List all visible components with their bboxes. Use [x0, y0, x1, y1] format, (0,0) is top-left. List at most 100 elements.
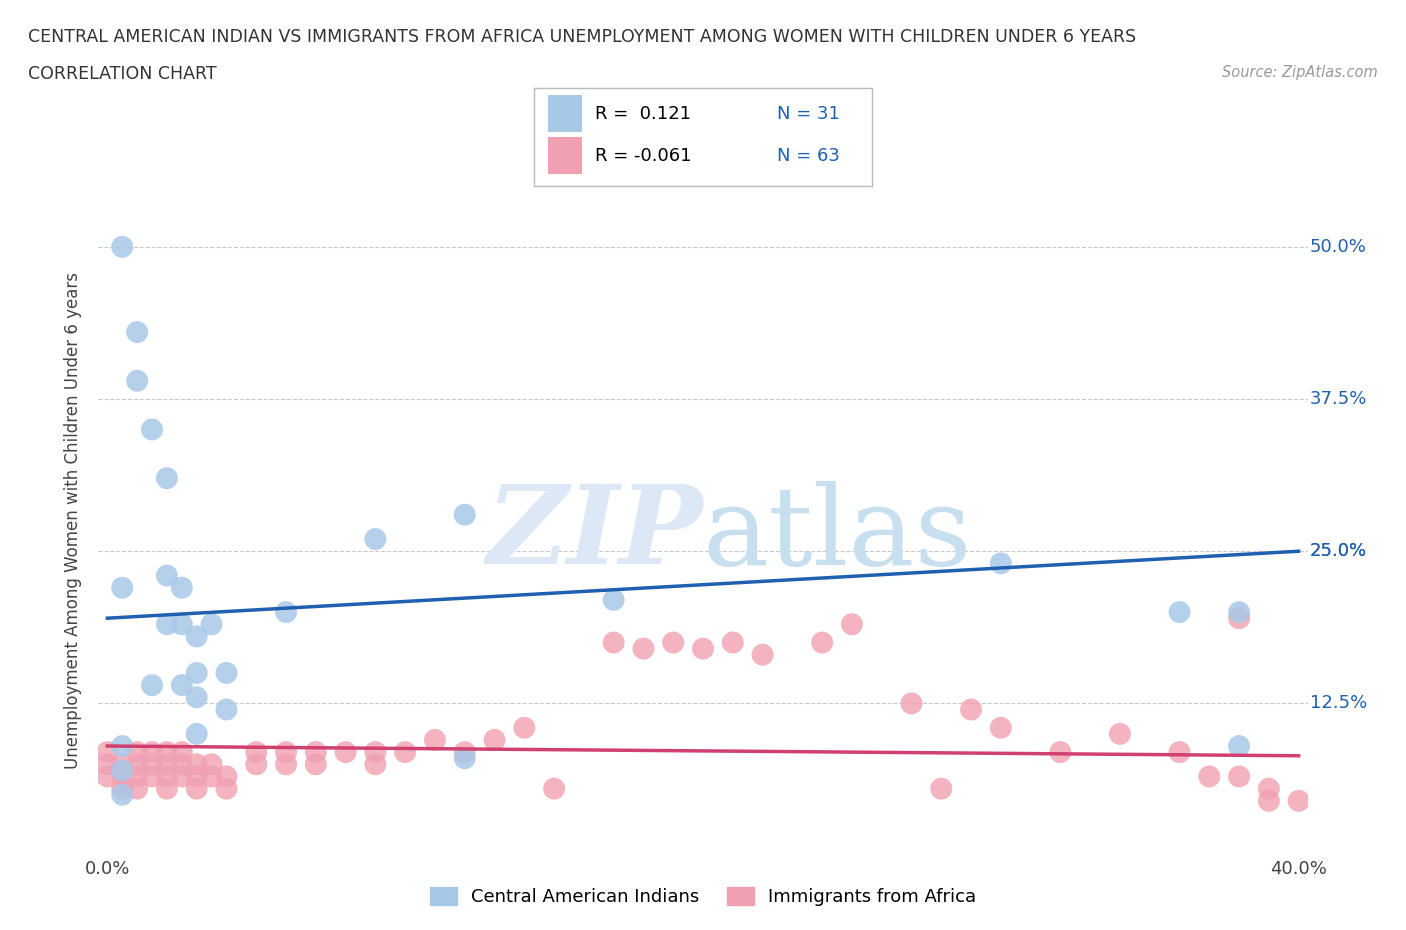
Point: [186, 666, 208, 681]
Point: [170, 617, 193, 631]
Point: [274, 757, 297, 772]
Point: [394, 745, 416, 760]
Point: [186, 781, 208, 796]
Point: [841, 617, 863, 631]
Point: [200, 769, 222, 784]
Point: [170, 745, 193, 760]
Point: [111, 781, 134, 796]
Point: [215, 666, 238, 681]
Point: [335, 745, 357, 760]
Text: N = 31: N = 31: [778, 105, 841, 123]
Point: [127, 781, 149, 796]
Point: [1257, 781, 1279, 796]
Point: [127, 745, 149, 760]
Point: [990, 556, 1012, 571]
Point: [156, 757, 179, 772]
Point: [1257, 793, 1279, 808]
Point: [111, 580, 134, 595]
Point: [186, 629, 208, 644]
Point: [602, 635, 624, 650]
Point: [1227, 611, 1250, 626]
Point: [721, 635, 744, 650]
Point: [1168, 745, 1191, 760]
Point: [245, 757, 267, 772]
Text: R =  0.121: R = 0.121: [595, 105, 690, 123]
Point: [454, 751, 477, 765]
Text: 50.0%: 50.0%: [1310, 238, 1367, 256]
Point: [364, 745, 387, 760]
Point: [170, 678, 193, 693]
Point: [215, 781, 238, 796]
Point: [513, 721, 536, 736]
Point: [1198, 769, 1220, 784]
Point: [484, 733, 506, 748]
Y-axis label: Unemployment Among Women with Children Under 6 years: Unemployment Among Women with Children U…: [65, 272, 83, 769]
Point: [1227, 769, 1250, 784]
Point: [543, 781, 565, 796]
Point: [111, 738, 134, 753]
Point: [960, 702, 983, 717]
Point: [111, 769, 134, 784]
Text: 37.5%: 37.5%: [1310, 390, 1368, 408]
Text: ZIP: ZIP: [486, 481, 703, 588]
Point: [602, 592, 624, 607]
Point: [1168, 604, 1191, 619]
Point: [1109, 726, 1132, 741]
Legend: Central American Indians, Immigrants from Africa: Central American Indians, Immigrants fro…: [423, 880, 983, 913]
Text: R = -0.061: R = -0.061: [595, 147, 692, 165]
Text: 25.0%: 25.0%: [1310, 542, 1367, 560]
Bar: [548, 95, 582, 132]
Text: 25.0%: 25.0%: [1310, 542, 1367, 560]
Text: Source: ZipAtlas.com: Source: ZipAtlas.com: [1222, 65, 1378, 80]
Point: [423, 733, 446, 748]
Point: [200, 757, 222, 772]
Point: [1227, 604, 1250, 619]
Point: [127, 373, 149, 388]
Point: [156, 769, 179, 784]
Point: [156, 617, 179, 631]
Point: [454, 745, 477, 760]
Text: atlas: atlas: [703, 481, 973, 588]
Point: [127, 769, 149, 784]
Point: [186, 769, 208, 784]
Point: [274, 604, 297, 619]
Point: [929, 781, 952, 796]
Point: [156, 745, 179, 760]
Point: [141, 757, 163, 772]
Point: [127, 757, 149, 772]
Point: [127, 325, 149, 339]
Point: [692, 641, 714, 656]
Point: [305, 745, 328, 760]
Text: 12.5%: 12.5%: [1310, 695, 1367, 712]
Point: [364, 757, 387, 772]
Point: [111, 788, 134, 803]
Point: [111, 763, 134, 777]
Point: [111, 239, 134, 254]
Point: [1288, 793, 1310, 808]
Text: CENTRAL AMERICAN INDIAN VS IMMIGRANTS FROM AFRICA UNEMPLOYMENT AMONG WOMEN WITH : CENTRAL AMERICAN INDIAN VS IMMIGRANTS FR…: [28, 28, 1136, 46]
Point: [96, 757, 118, 772]
Text: N = 63: N = 63: [778, 147, 841, 165]
Point: [156, 471, 179, 485]
Point: [662, 635, 685, 650]
Point: [186, 690, 208, 705]
Point: [141, 769, 163, 784]
Point: [751, 647, 773, 662]
Point: [364, 532, 387, 547]
Point: [215, 769, 238, 784]
Point: [170, 580, 193, 595]
Point: [200, 617, 222, 631]
Point: [141, 745, 163, 760]
Point: [96, 769, 118, 784]
Point: [245, 745, 267, 760]
Point: [170, 769, 193, 784]
Point: [96, 745, 118, 760]
Text: CORRELATION CHART: CORRELATION CHART: [28, 65, 217, 83]
Point: [170, 757, 193, 772]
Point: [274, 745, 297, 760]
Point: [141, 422, 163, 437]
Point: [811, 635, 834, 650]
Point: [215, 702, 238, 717]
Bar: [548, 138, 582, 174]
Point: [454, 507, 477, 522]
